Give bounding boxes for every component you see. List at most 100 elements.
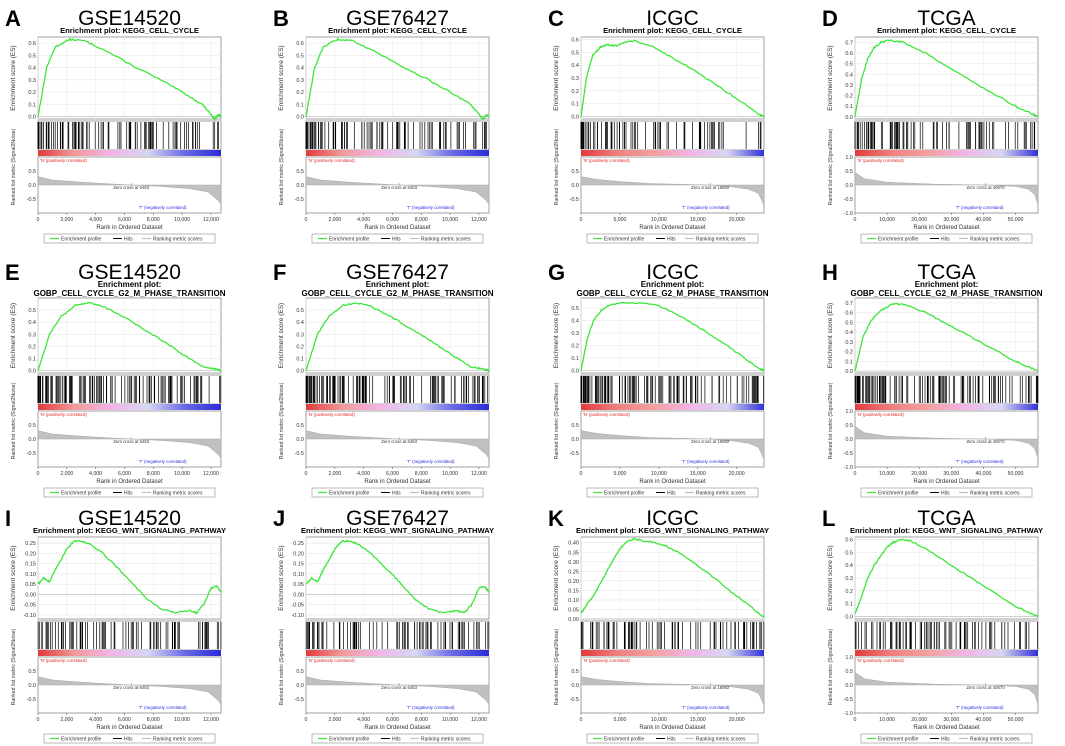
es-tick-label: 0.5 xyxy=(28,308,36,314)
es-tick-label: 0.6 xyxy=(571,38,579,44)
metric-ylabel: Ranked list metric (Signal2Noise) xyxy=(554,128,560,205)
metric-area xyxy=(854,671,1039,705)
es-curve xyxy=(854,302,1039,372)
hits-area xyxy=(854,620,1039,651)
metric-tick-label: -0.5 xyxy=(295,197,304,203)
metric-tick-label: 0.0 xyxy=(296,683,304,689)
legend-label: Ranking metric scores xyxy=(153,736,203,742)
x-tick-label: 4,000 xyxy=(89,471,102,477)
legend-label: Enrichment profile xyxy=(329,736,370,742)
x-axis-label: Rank in Ordered Dataset xyxy=(364,725,431,731)
x-tick-label: 4,000 xyxy=(357,717,370,723)
x-axis-label: Rank in Ordered Dataset xyxy=(364,225,431,231)
es-tick-label: 0.5 xyxy=(845,550,853,556)
legend-label: Enrichment profile xyxy=(604,236,645,242)
metric-ylabel: Ranked list metric (Signal2Noise) xyxy=(11,628,17,705)
x-tick-label: 40,000 xyxy=(975,217,991,223)
x-tick-label: 0 xyxy=(854,471,857,477)
metric-tick-label: 0.5 xyxy=(571,169,579,175)
negatively-correlated-label: 'T' (negatively correlated) xyxy=(682,705,731,710)
x-tick-label: 0 xyxy=(854,217,857,223)
es-tick-label: 0.6 xyxy=(296,41,304,47)
metric-area xyxy=(580,430,765,461)
positively-correlated-label: 'N' (positively correlated) xyxy=(40,158,87,163)
es-ylabel: Enrichment score (ES) xyxy=(10,45,17,110)
zero-cross-label: Zero cross at 16592 xyxy=(691,685,730,690)
metric-tick-label: 0.0 xyxy=(845,683,853,689)
positively-correlated-label: 'N' (positively correlated) xyxy=(857,158,904,163)
es-tick-label: 0.7 xyxy=(845,301,853,307)
metric-tick-label: -0.5 xyxy=(27,451,36,457)
es-tick-label: 0.5 xyxy=(845,320,853,326)
x-tick-label: 5,000 xyxy=(613,471,626,477)
metric-tick-label: 0.5 xyxy=(28,423,36,429)
es-tick-label: 0.4 xyxy=(845,330,853,336)
es-tick-label: 0.2 xyxy=(296,90,304,96)
es-curve xyxy=(37,539,222,615)
positively-correlated-label: 'N' (positively correlated) xyxy=(583,658,630,663)
es-curve xyxy=(580,301,765,372)
x-axis-label: Rank in Ordered Dataset xyxy=(913,479,980,485)
panel-letter: D xyxy=(822,6,838,31)
es-curve xyxy=(854,538,1038,618)
panel-letter: H xyxy=(822,260,838,285)
x-tick-label: 6,000 xyxy=(386,217,399,223)
legend-label: Hits xyxy=(392,736,401,742)
x-tick-label: 10,000 xyxy=(442,217,458,223)
es-tick-label: 0.3 xyxy=(296,78,304,84)
metric-tick-label: 0.5 xyxy=(28,669,36,675)
plot-title: Enrichment plot: xyxy=(641,280,705,289)
x-tick-label: 15,000 xyxy=(690,217,706,223)
negatively-correlated-label: 'T' (negatively correlated) xyxy=(407,705,456,710)
metric-tick-label: -0.5 xyxy=(27,697,36,703)
legend-label: Ranking metric scores xyxy=(153,236,203,242)
metric-tick-label: -1.0 xyxy=(844,711,853,717)
legend-label: Ranking metric scores xyxy=(421,736,471,742)
x-tick-label: 12,000 xyxy=(471,217,487,223)
negatively-correlated-label: 'T' (negatively correlated) xyxy=(139,205,188,210)
positively-correlated-label: 'N' (positively correlated) xyxy=(308,658,355,663)
legend-label: Ranking metric scores xyxy=(421,236,471,242)
negatively-correlated-label: 'T' (negatively correlated) xyxy=(682,459,731,464)
x-tick-label: 0 xyxy=(305,471,308,477)
es-tick-label: 0.20 xyxy=(293,551,304,557)
es-plot-area xyxy=(37,36,222,120)
es-tick-label: 0.5 xyxy=(296,53,304,59)
x-tick-label: 30,000 xyxy=(943,471,959,477)
metric-tick-label: 0.5 xyxy=(845,169,853,175)
legend-label: Enrichment profile xyxy=(604,490,645,496)
es-tick-label: 0.1 xyxy=(296,102,304,108)
es-tick-label: 0.0 xyxy=(571,114,579,120)
legend-label: Enrichment profile xyxy=(878,490,919,496)
x-tick-label: 2,000 xyxy=(60,217,73,223)
zero-cross-label: Zero cross at 6463 xyxy=(381,439,417,444)
metric-tick-label: 1.0 xyxy=(845,155,853,161)
rank-gradient-bar xyxy=(306,150,489,156)
es-tick-label: -0.05 xyxy=(23,603,36,609)
legend-label: Ranking metric scores xyxy=(696,736,746,742)
x-tick-label: 30,000 xyxy=(943,217,959,223)
es-tick-label: 0.2 xyxy=(28,344,36,350)
x-tick-label: 10,000 xyxy=(651,217,667,223)
x-tick-label: 8,000 xyxy=(415,217,428,223)
x-tick-label: 30,000 xyxy=(943,717,959,723)
zero-cross-label: Zero cross at 40670 xyxy=(966,185,1005,190)
es-tick-label: 0.5 xyxy=(845,62,853,68)
es-tick-label: -0.10 xyxy=(291,613,304,619)
positively-correlated-label: 'N' (positively correlated) xyxy=(857,412,904,417)
legend-label: Ranking metric scores xyxy=(970,236,1020,242)
x-axis-label: Rank in Ordered Dataset xyxy=(913,725,980,731)
legend-box xyxy=(860,487,1033,498)
x-tick-label: 4,000 xyxy=(89,717,102,723)
metric-tick-label: 0.0 xyxy=(571,183,579,189)
es-tick-label: 0.3 xyxy=(845,576,853,582)
legend-label: Hits xyxy=(667,736,676,742)
zero-cross-label: Zero cross at 16592 xyxy=(691,439,730,444)
es-tick-label: 0.1 xyxy=(571,102,579,108)
positively-correlated-label: 'N' (positively correlated) xyxy=(40,658,87,663)
es-curve xyxy=(305,539,490,614)
x-tick-label: 8,000 xyxy=(415,471,428,477)
metric-tick-label: -1.0 xyxy=(844,465,853,471)
x-tick-label: 8,000 xyxy=(147,717,160,723)
es-plot-area xyxy=(580,536,765,620)
